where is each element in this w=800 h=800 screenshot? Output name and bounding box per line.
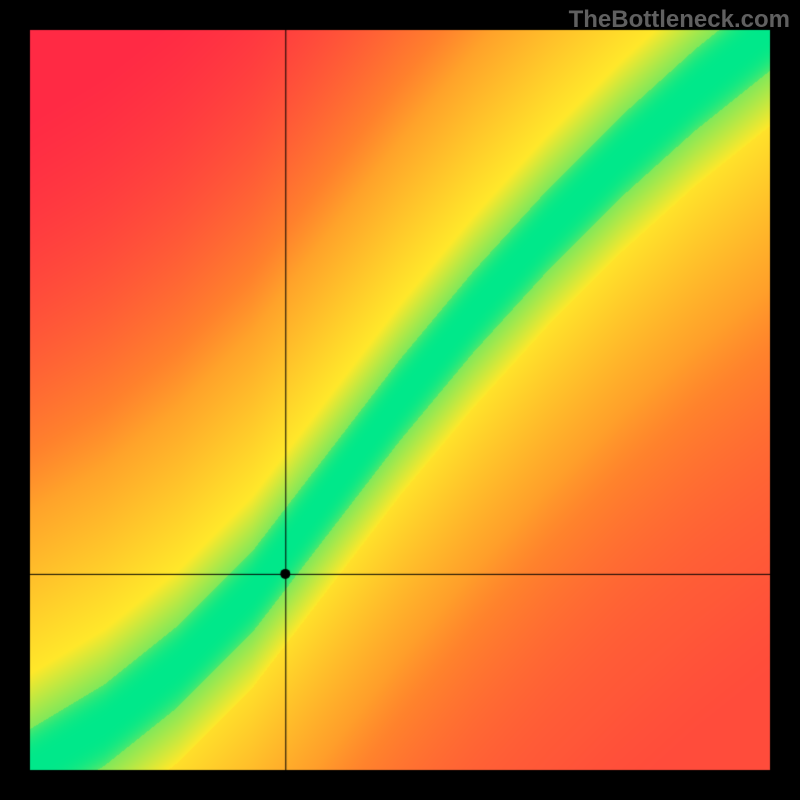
watermark-text: TheBottleneck.com: [569, 6, 790, 34]
bottleneck-heatmap-canvas: [0, 0, 800, 800]
chart-container: TheBottleneck.com: [0, 0, 800, 800]
